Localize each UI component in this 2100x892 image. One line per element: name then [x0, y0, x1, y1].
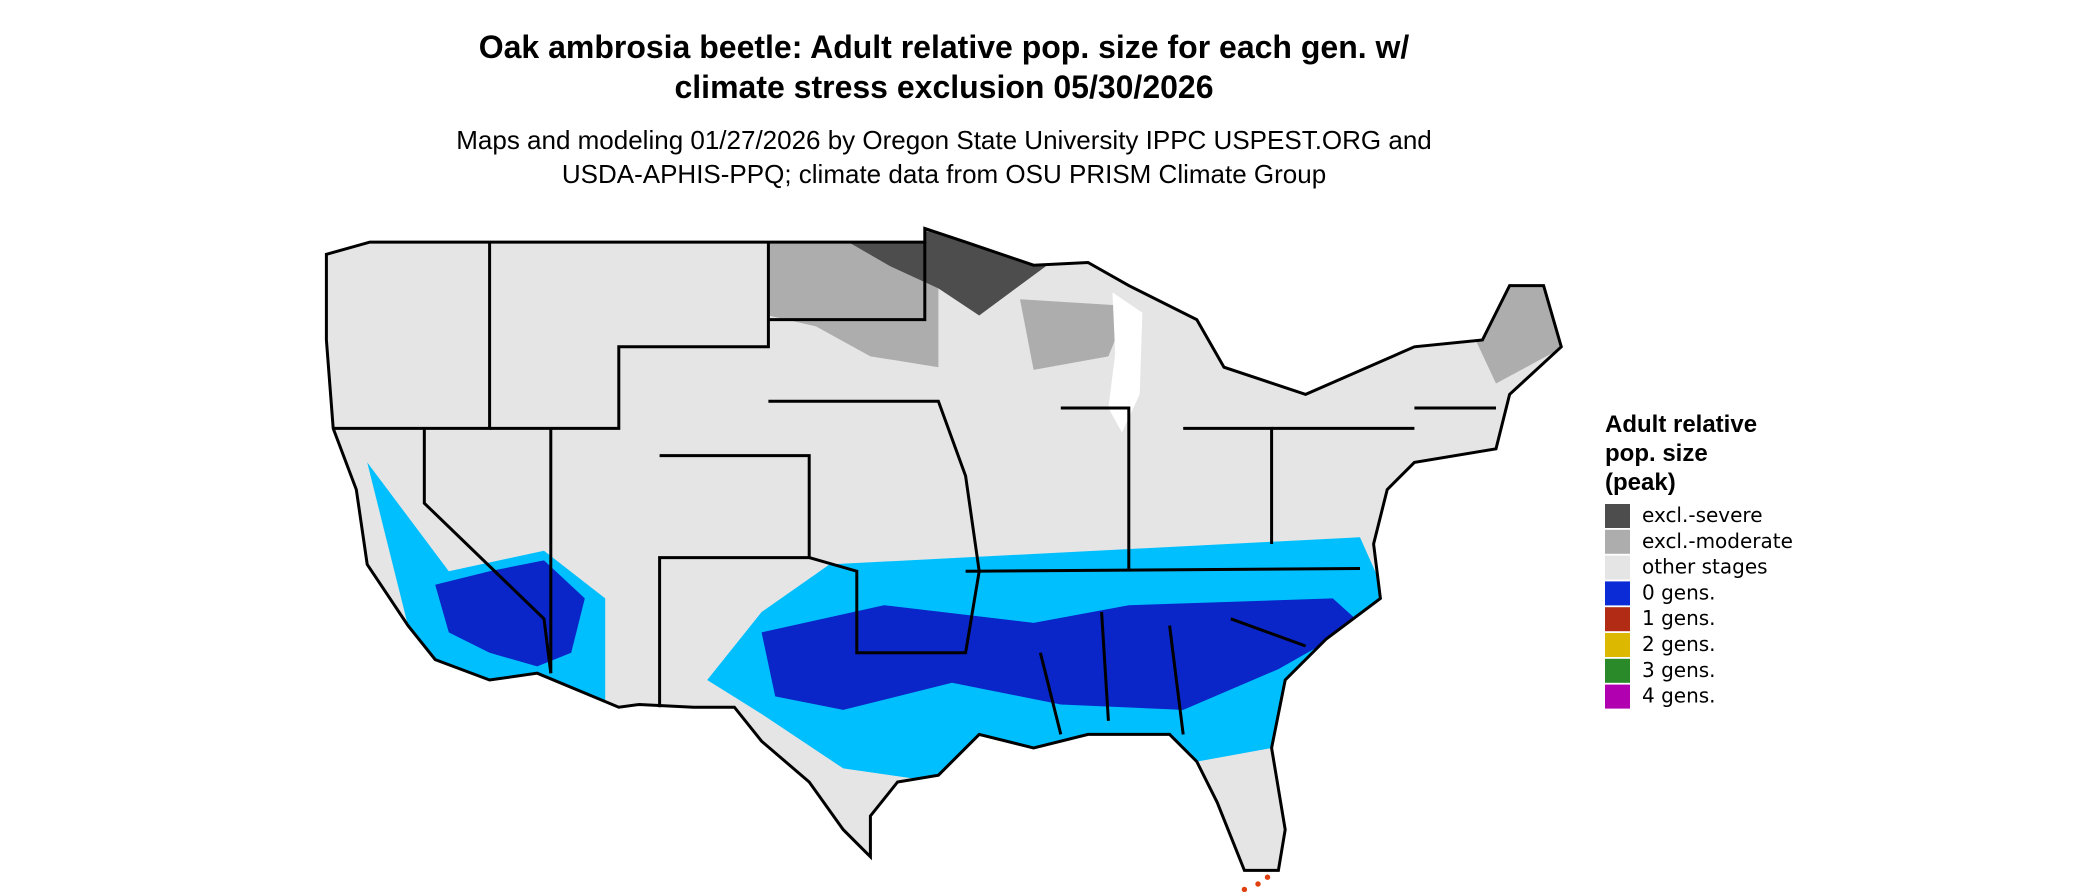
- legend-label: excl.-severe: [1642, 503, 1763, 527]
- keys-dot: [1255, 881, 1261, 887]
- legend-label: 2 gens.: [1642, 632, 1716, 656]
- legend-label: 1 gens.: [1642, 606, 1716, 630]
- subtitle-line: USDA-APHIS-PPQ; climate data from OSU PR…: [562, 159, 1326, 189]
- us-border: [324, 226, 1563, 872]
- legend-swatch: [1605, 504, 1630, 528]
- legend-label: 3 gens.: [1642, 658, 1716, 682]
- legend-label: excl.-moderate: [1642, 529, 1793, 553]
- keys-dot: [1241, 886, 1248, 892]
- zone-moderate: [1475, 278, 1562, 384]
- state-lines: [333, 242, 1497, 735]
- legend-label: 4 gens.: [1642, 684, 1716, 708]
- us-map: [324, 226, 1563, 892]
- legend-swatch: [1605, 633, 1630, 657]
- legend-swatch: [1605, 607, 1630, 632]
- title-line: climate stress exclusion 05/30/2026: [674, 69, 1213, 105]
- lake-michigan: [1108, 292, 1143, 433]
- us-land: [326, 228, 1562, 871]
- legend-label: 0 gens.: [1642, 580, 1716, 604]
- legend-swatch: [1605, 684, 1630, 709]
- legend-title-line: pop. size: [1605, 440, 1708, 467]
- keys-dot: [1264, 874, 1271, 880]
- zone-moderate: [768, 242, 939, 368]
- legend-swatch: [1605, 658, 1630, 683]
- title-line: Oak ambrosia beetle: Adult relative pop.…: [479, 29, 1410, 65]
- legend-swatch: [1605, 581, 1630, 606]
- zone-dark: [761, 598, 1360, 710]
- subtitle-line: Maps and modeling 01/27/2026 by Oregon S…: [456, 125, 1432, 155]
- legend-swatch: [1605, 555, 1630, 580]
- legend-title-line: Adult relative: [1605, 411, 1757, 438]
- legend-label: other stages: [1642, 555, 1768, 579]
- legend-title-line: (peak): [1605, 469, 1676, 496]
- legend-swatch: [1605, 529, 1630, 554]
- zone-moderate: [1020, 299, 1129, 370]
